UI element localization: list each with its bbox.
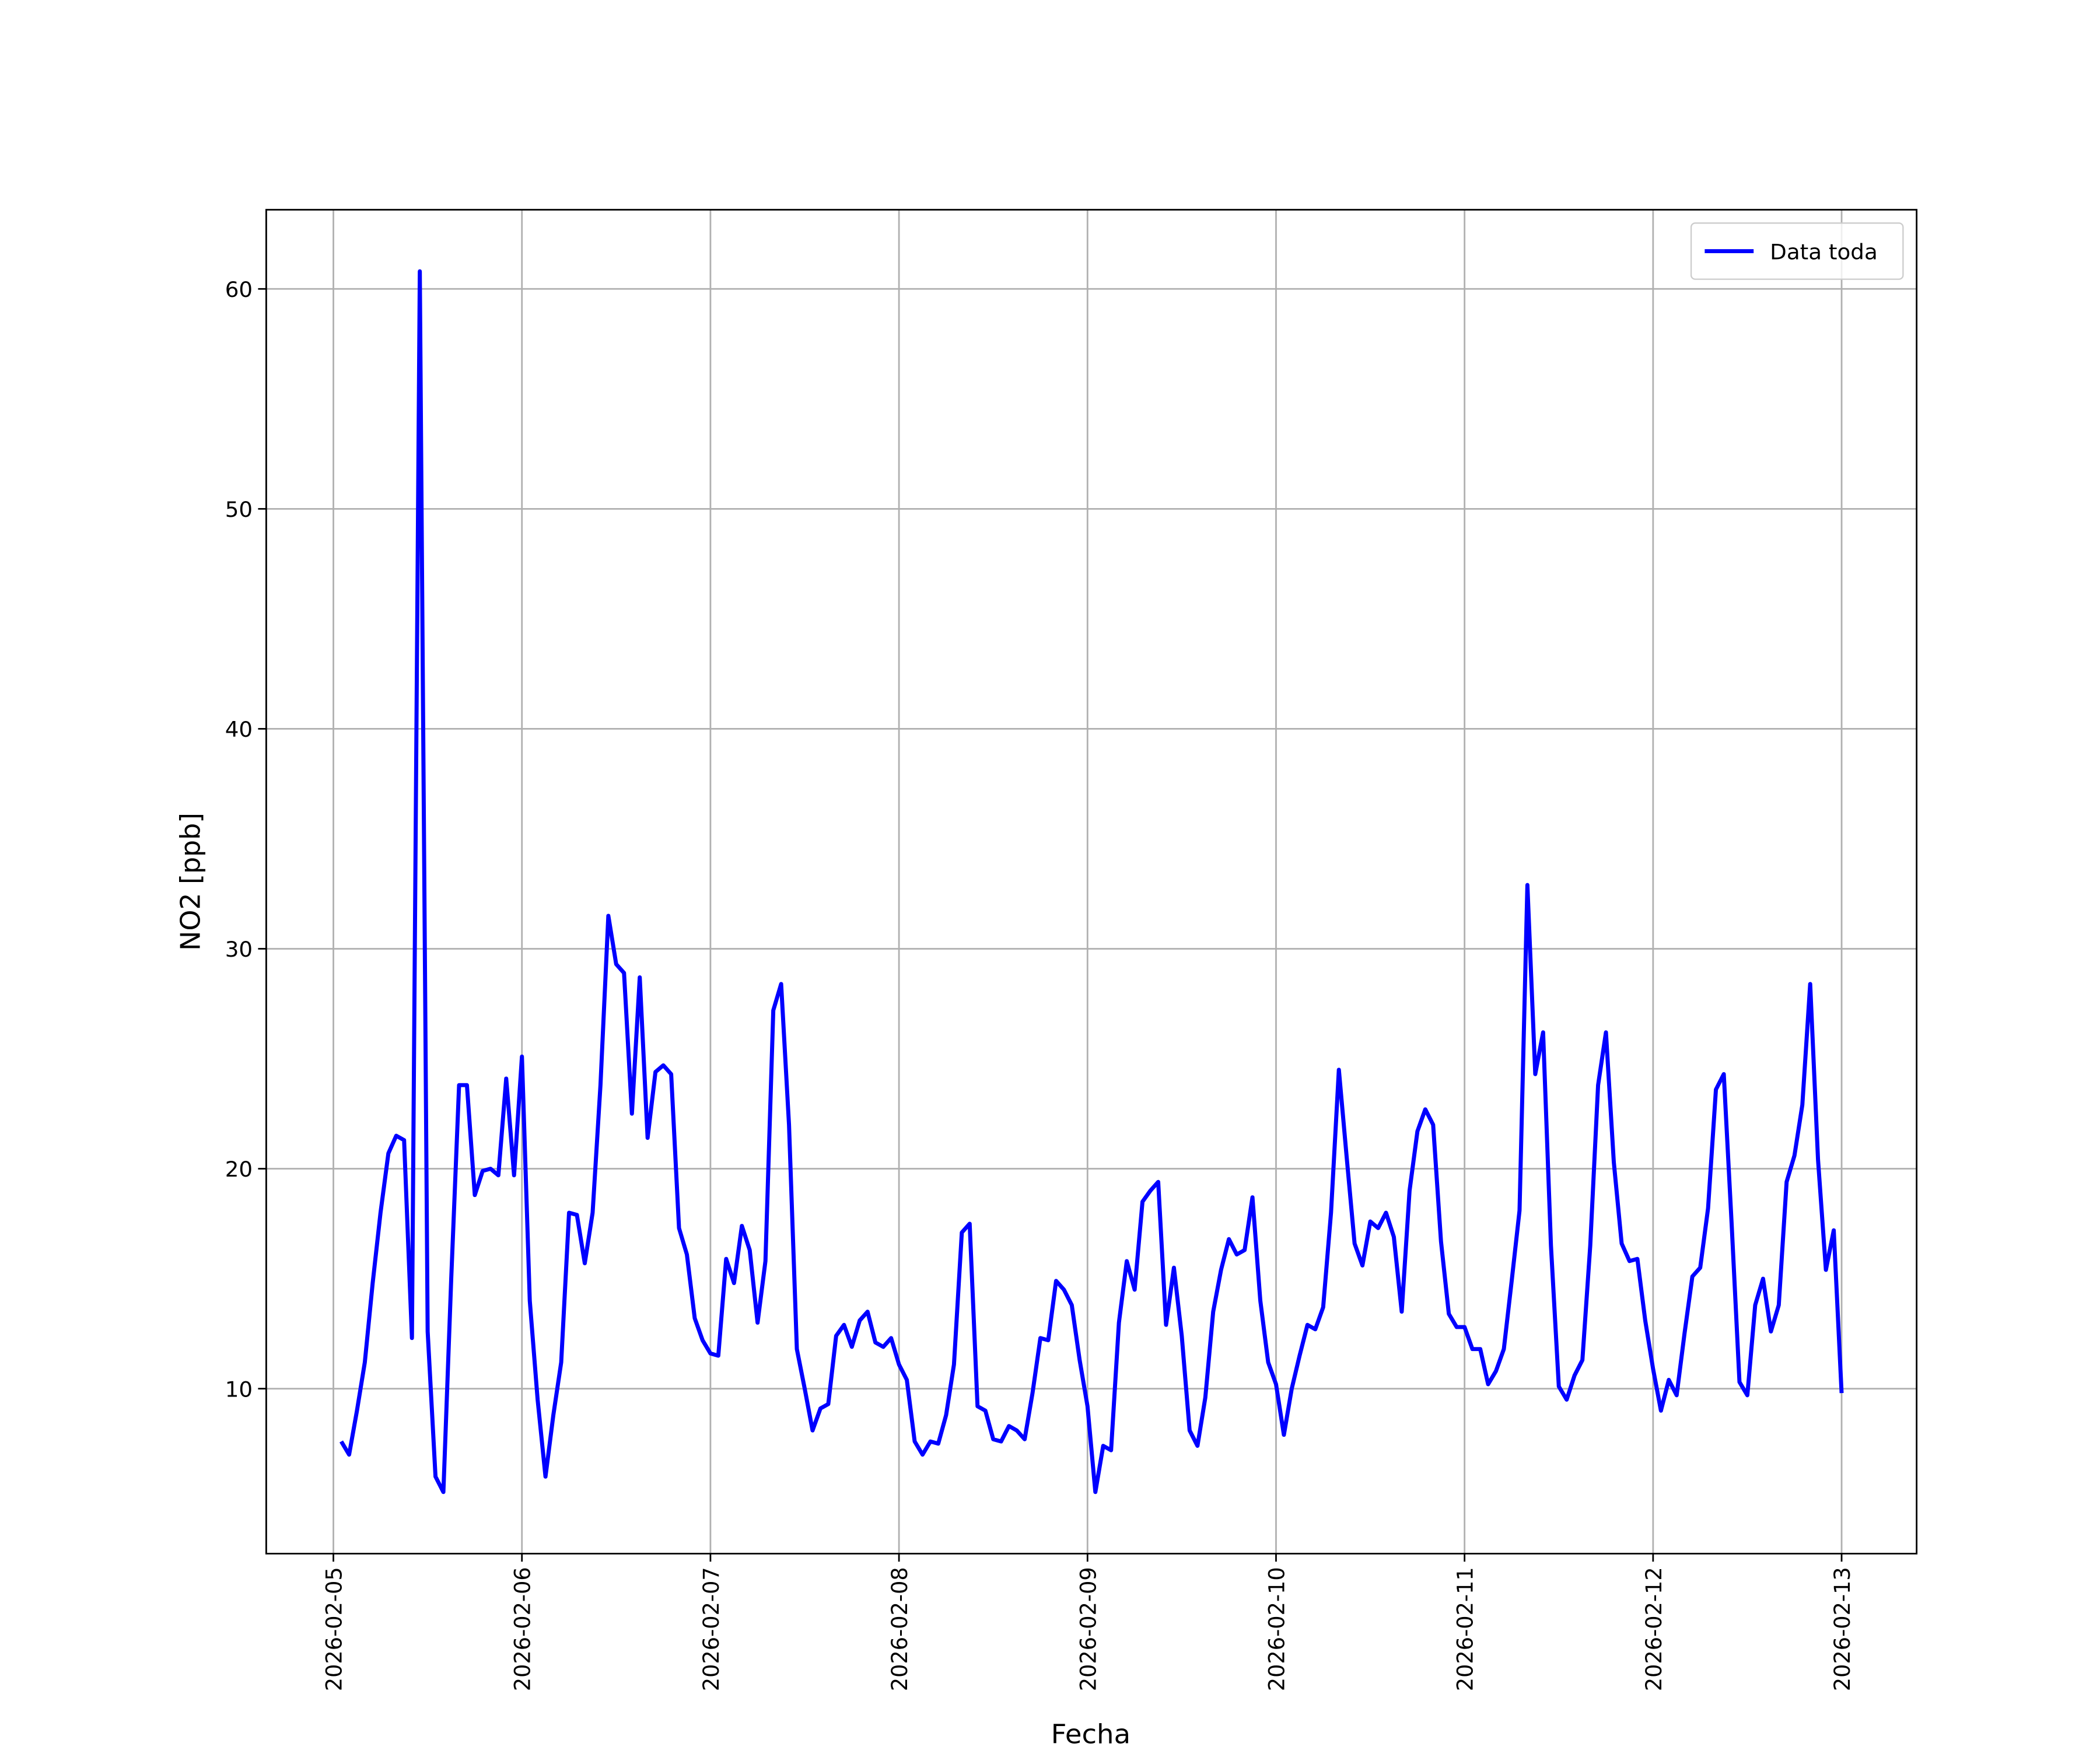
y-tick-label: 50 (225, 497, 253, 522)
y-tick-label: 40 (225, 717, 253, 742)
x-tick-label: 2026-02-07 (699, 1567, 724, 1691)
x-tick-label: 2026-02-09 (1076, 1567, 1101, 1691)
x-tick-label: 2026-02-11 (1452, 1567, 1478, 1691)
x-tick-label: 2026-02-08 (887, 1567, 912, 1691)
legend-box (1690, 222, 1904, 280)
y-tick-label: 20 (225, 1157, 253, 1182)
x-tick-label: 2026-02-13 (1830, 1567, 1855, 1691)
legend-label: Data toda (1770, 240, 1878, 265)
x-tick-label: 2026-02-06 (510, 1567, 535, 1691)
y-tick-label: 60 (225, 277, 253, 302)
x-tick-label: 2026-02-10 (1264, 1567, 1289, 1691)
x-axis-label: Fecha (1051, 1718, 1131, 1750)
y-tick-label: 30 (225, 937, 253, 962)
data-line (339, 269, 1844, 1494)
plot-frame (265, 209, 1918, 1555)
y-axis-label: NO2 [ppb] (174, 813, 206, 951)
x-tick-label: 2026-02-05 (321, 1567, 346, 1691)
y-tick-label: 10 (225, 1377, 253, 1402)
x-tick-label: 2026-02-12 (1642, 1567, 1667, 1691)
